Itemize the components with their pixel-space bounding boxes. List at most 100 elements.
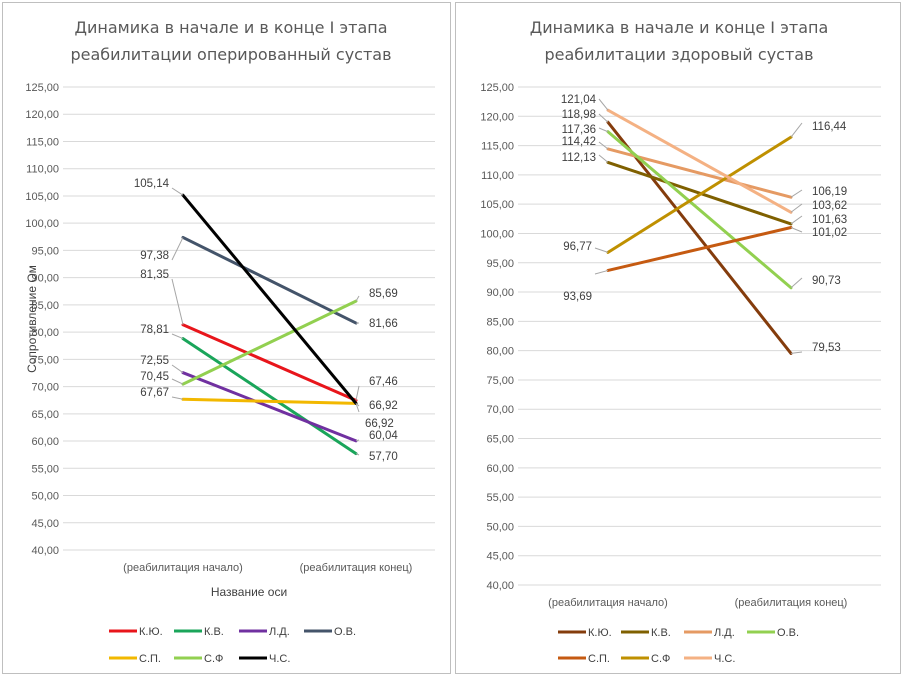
x-category-label: (реабилитация начало) bbox=[123, 562, 243, 574]
data-label-leader bbox=[171, 364, 184, 374]
y-tick-label: 45,00 bbox=[486, 551, 514, 563]
data-label: 72,55 bbox=[140, 355, 169, 367]
series-line-6 bbox=[606, 135, 793, 254]
y-tick-label: 55,00 bbox=[486, 492, 514, 504]
data-label: 81,35 bbox=[140, 269, 169, 281]
data-label-leader bbox=[171, 333, 184, 340]
y-tick-label: 120,00 bbox=[25, 109, 59, 121]
chart-title-line-1: Динамика в начале и конце I этапа bbox=[530, 18, 829, 37]
x-category-label: (реабилитация конец) bbox=[735, 597, 848, 609]
data-label: 57,70 bbox=[369, 451, 398, 463]
data-label: 112,13 bbox=[562, 152, 596, 164]
y-tick-label: 75,00 bbox=[486, 375, 514, 387]
data-label: 101,02 bbox=[812, 227, 847, 239]
y-tick-label: 65,00 bbox=[486, 434, 514, 446]
data-label-leader bbox=[355, 295, 360, 302]
y-tick-label: 40,00 bbox=[486, 580, 514, 592]
y-tick-label: 105,00 bbox=[480, 199, 514, 211]
data-label-leader bbox=[790, 215, 803, 225]
y-tick-label: 100,00 bbox=[25, 218, 59, 230]
chart-panel-left: Динамика в начале и в конце I этапа реаби… bbox=[2, 2, 451, 674]
y-tick-label: 50,00 bbox=[31, 491, 59, 503]
data-label-leader bbox=[355, 403, 360, 413]
data-label-leader bbox=[171, 278, 184, 325]
legend-entry: К.Ю. bbox=[588, 627, 612, 639]
legend-entry: С.П. bbox=[139, 653, 161, 665]
legend-entry: Ч.С. bbox=[269, 653, 290, 665]
y-tick-label: 110,00 bbox=[26, 164, 59, 176]
data-label-leader bbox=[790, 203, 803, 213]
data-label-leader bbox=[594, 247, 609, 253]
chart-left-svg: Динамика в начале и в конце I этапа реаби… bbox=[25, 18, 435, 665]
data-label-leader bbox=[355, 439, 360, 442]
data-label-leader bbox=[790, 227, 803, 233]
series-line-5 bbox=[606, 225, 793, 272]
y-tick-label: 70,00 bbox=[486, 404, 514, 416]
data-label-leader bbox=[598, 98, 609, 111]
y-tick-label: 125,00 bbox=[25, 82, 59, 94]
series-line-4 bbox=[181, 235, 358, 325]
y-tick-label: 60,00 bbox=[486, 463, 514, 475]
y-tick-label: 85,00 bbox=[31, 300, 59, 312]
data-label-leader bbox=[171, 237, 184, 261]
series-line-7 bbox=[181, 193, 358, 405]
data-label: 97,38 bbox=[140, 250, 169, 262]
data-label-leader bbox=[171, 187, 184, 196]
data-label: 117,36 bbox=[562, 124, 596, 136]
data-label: 93,69 bbox=[563, 291, 592, 303]
y-tick-label: 105,00 bbox=[25, 191, 59, 203]
data-label-leader bbox=[598, 127, 609, 133]
data-label: 90,73 bbox=[812, 275, 841, 287]
y-tick-label: 100,00 bbox=[480, 228, 514, 240]
data-label-leader bbox=[171, 396, 184, 400]
y-tick-label: 85,00 bbox=[486, 316, 514, 328]
legend-entry: Л.Д. bbox=[714, 627, 735, 639]
legend-entry: О.В. bbox=[777, 627, 799, 639]
data-label: 114,42 bbox=[562, 136, 596, 148]
data-label: 116,44 bbox=[812, 121, 847, 133]
y-tick-label: 40,00 bbox=[31, 545, 59, 557]
data-label-leader bbox=[355, 453, 360, 456]
y-tick-label: 70,00 bbox=[31, 382, 59, 394]
data-label: 81,66 bbox=[369, 318, 398, 330]
data-label-leader bbox=[598, 113, 609, 123]
legend-entry: Ч.С. bbox=[714, 653, 735, 665]
y-tick-label: 115,00 bbox=[481, 141, 514, 153]
data-label: 105,14 bbox=[134, 178, 170, 190]
data-label-leader bbox=[790, 122, 803, 138]
data-label: 101,63 bbox=[812, 214, 847, 226]
legend-entry: О.В. bbox=[334, 626, 356, 638]
y-tick-label: 55,00 bbox=[31, 463, 59, 475]
data-label: 79,53 bbox=[812, 342, 841, 354]
data-label: 96,77 bbox=[563, 241, 592, 253]
y-tick-label: 75,00 bbox=[31, 354, 59, 366]
series-line-3 bbox=[181, 371, 358, 443]
chart-title-line-1: Динамика в начале и в конце I этапа bbox=[74, 18, 387, 37]
data-label-leader bbox=[790, 189, 803, 198]
chart-title-line-2: реабилитации здоровый сустав bbox=[544, 45, 813, 64]
data-label-leader bbox=[790, 277, 803, 289]
series-line-1 bbox=[181, 323, 358, 402]
data-label-leader bbox=[790, 351, 803, 354]
data-label: 106,19 bbox=[812, 186, 847, 198]
data-label: 66,92 bbox=[365, 418, 394, 430]
data-label-leader bbox=[355, 385, 360, 401]
y-tick-label: 90,00 bbox=[486, 287, 514, 299]
data-label-leader bbox=[171, 378, 184, 385]
legend-entry: К.В. bbox=[651, 627, 671, 639]
y-tick-label: 80,00 bbox=[486, 346, 514, 358]
series-line-5 bbox=[181, 397, 358, 405]
data-label: 66,92 bbox=[369, 400, 398, 412]
data-label-leader bbox=[594, 269, 609, 275]
data-label: 118,98 bbox=[562, 109, 596, 121]
legend-entry: С.Ф bbox=[651, 653, 670, 665]
data-label: 67,46 bbox=[369, 376, 398, 388]
data-label: 67,67 bbox=[140, 387, 169, 399]
data-label: 121,04 bbox=[561, 94, 597, 106]
y-tick-label: 90,00 bbox=[31, 273, 59, 285]
legend-entry: Л.Д. bbox=[269, 626, 290, 638]
y-tick-label: 60,00 bbox=[31, 436, 59, 448]
legend-entry: К.В. bbox=[204, 626, 224, 638]
legend-entry: С.П. bbox=[588, 653, 610, 665]
y-tick-label: 110,00 bbox=[481, 170, 514, 182]
